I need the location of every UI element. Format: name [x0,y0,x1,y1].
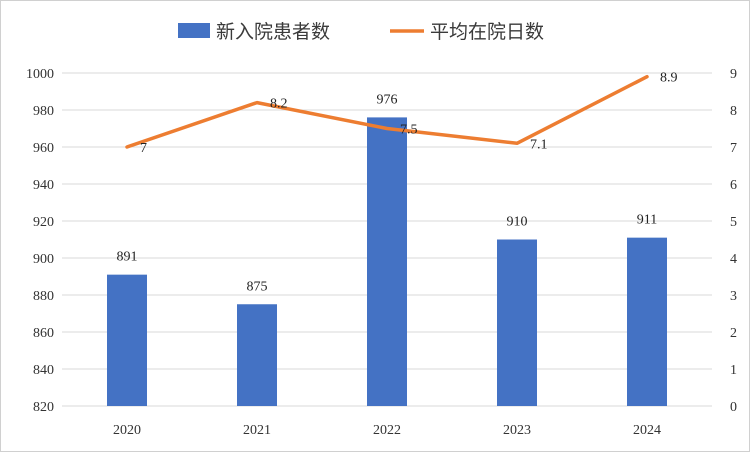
y-right-tick-label: 0 [730,400,737,415]
bar-series [107,117,667,407]
y-left-tick-label: 900 [33,252,54,267]
gridlines [62,72,712,407]
bar-data-label: 976 [377,92,398,107]
line-data-label: 8.2 [270,97,288,112]
bar [367,117,407,407]
data-labels: 891 875 976 910 911 7 8.2 7.5 7.1 8.9 [117,71,678,295]
x-tick-label: 2022 [373,423,401,438]
line-data-label: 7 [140,141,147,156]
line-series [125,74,649,149]
bar-data-label: 891 [117,250,138,265]
legend-label-line: 平均在院日数 [430,21,544,43]
x-tick-label: 2023 [503,423,531,438]
x-tick-label: 2020 [113,423,141,438]
y-left-tick-label: 880 [33,289,54,304]
bar [627,237,667,406]
x-tick-label: 2021 [243,423,271,438]
y-left-tick-label: 840 [33,363,54,378]
axes: 8208408608809009209409609801000012345678… [26,67,737,438]
y-right-tick-label: 6 [730,178,737,193]
y-right-tick-label: 2 [730,326,737,341]
y-left-tick-label: 920 [33,215,54,230]
y-left-tick-label: 820 [33,400,54,415]
y-right-tick-label: 9 [730,67,737,82]
y-right-tick-label: 1 [730,363,737,378]
bar-data-label: 875 [247,279,268,294]
y-left-tick-label: 940 [33,178,54,193]
y-left-tick-label: 960 [33,141,54,156]
bar [497,239,537,406]
y-right-tick-label: 3 [730,289,737,304]
y-left-tick-label: 860 [33,326,54,341]
y-right-tick-label: 5 [730,215,737,230]
line-data-label: 7.1 [530,137,548,152]
y-right-tick-label: 8 [730,104,737,119]
x-tick-label: 2024 [633,423,661,438]
bar [237,304,277,406]
y-left-tick-label: 980 [33,104,54,119]
line-data-label: 7.5 [400,123,418,138]
bar-data-label: 910 [507,215,528,230]
line-data-label: 8.9 [660,71,678,86]
bar-data-label: 911 [637,213,657,228]
y-left-tick-label: 1000 [26,67,54,82]
y-right-tick-label: 7 [730,141,737,156]
y-right-tick-label: 4 [730,252,737,267]
legend-label-bar: 新入院患者数 [216,21,330,43]
legend: 新入院患者数 平均在院日数 [178,21,544,43]
legend-swatch-bar [178,23,210,38]
bar [107,274,147,406]
